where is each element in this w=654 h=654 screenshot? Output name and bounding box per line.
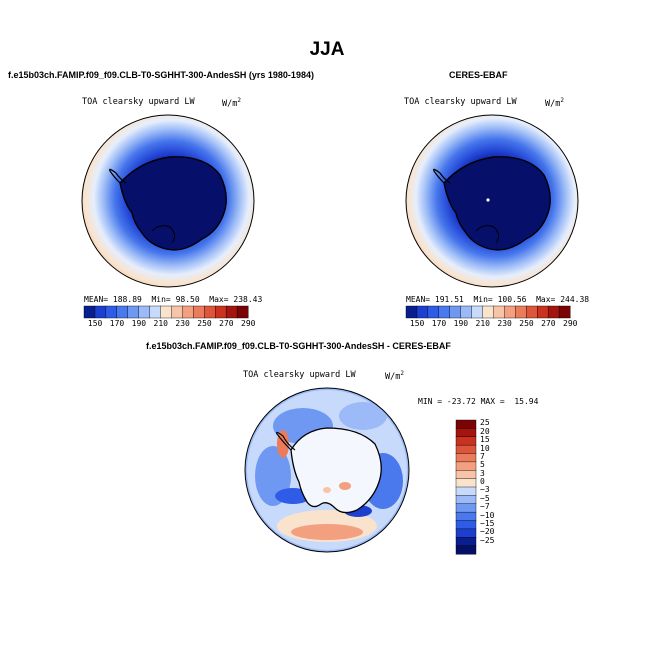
obs-colorbar-cell bbox=[438, 305, 451, 319]
page-title: JJA bbox=[309, 39, 345, 60]
diff-colorbar-cell bbox=[455, 453, 477, 463]
model-colorbar-cell bbox=[171, 305, 183, 319]
diff-colorbar-cell bbox=[455, 511, 477, 522]
diff-colorbar-tick-label: 7 bbox=[480, 451, 485, 461]
diff-colorbar-tick-label: 10 bbox=[480, 443, 490, 453]
diff-colorbar-cell bbox=[455, 461, 477, 471]
obs-colorbar-tick-label: 210 bbox=[475, 319, 490, 328]
obs-colorbar-tick-label: 150 bbox=[409, 319, 425, 328]
model-colorbar-cell bbox=[116, 305, 129, 319]
diff-colorbar-cell bbox=[455, 470, 477, 480]
obs-colorbar-tick-label: 230 bbox=[497, 319, 512, 328]
model-colorbar-cell bbox=[236, 305, 249, 319]
diff-colorbar-cell bbox=[455, 436, 477, 446]
diff-colorbar-cell bbox=[455, 444, 477, 455]
diff-colorbar-cell bbox=[455, 528, 477, 538]
diff-colorbar-cell bbox=[455, 545, 477, 555]
obs-stats: MEAN= 191.51 Min= 100.56 Max= 244.38 bbox=[406, 295, 590, 304]
obs-units-label: W/m2 bbox=[545, 97, 564, 109]
model-colorbar-cell bbox=[94, 305, 107, 319]
model-colorbar-tick-label: 210 bbox=[153, 319, 168, 328]
diff-variable-label: TOA clearsky upward LW bbox=[243, 370, 356, 380]
model-colorbar-cell bbox=[182, 305, 194, 319]
model-colorbar-tick-label: 170 bbox=[109, 319, 125, 328]
obs-colorbar-cell bbox=[558, 305, 571, 319]
model-panel-title: f.e15b03ch.FAMIP.f09_f09.CLB-T0-SGHHT-30… bbox=[8, 70, 314, 80]
model-colorbar-cell bbox=[105, 305, 118, 319]
obs-colorbar-cell bbox=[504, 305, 516, 319]
model-colorbar-tick-label: 290 bbox=[241, 319, 256, 328]
model-polar-map bbox=[81, 114, 255, 288]
diff-colorbar-tick-label: −5 bbox=[480, 493, 490, 503]
obs-colorbar-cell bbox=[460, 305, 473, 319]
model-colorbar-cell bbox=[204, 305, 216, 319]
diff-colorbar-cell bbox=[455, 520, 477, 530]
obs-colorbar-cell bbox=[536, 305, 549, 319]
obs-colorbar-tick-label: 250 bbox=[519, 319, 534, 328]
obs-colorbar-cell bbox=[493, 305, 505, 319]
diff-colorbar-cell bbox=[455, 428, 477, 438]
model-colorbar-ticks: 150 170 190 210 230 250 270 290 bbox=[84, 319, 256, 331]
model-colorbar-tick-label: 190 bbox=[131, 319, 147, 328]
model-stats: MEAN= 188.89 Min= 98.50 Max= 238.43 bbox=[84, 295, 263, 304]
diff-colorbar bbox=[455, 419, 477, 555]
diff-colorbar-tick-label: −10 bbox=[480, 510, 495, 520]
obs-colorbar-tick-label: 290 bbox=[563, 319, 578, 328]
diff-panel-title: f.e15b03ch.FAMIP.f09_f09.CLB-T0-SGHHT-30… bbox=[146, 341, 451, 351]
obs-polar-map bbox=[405, 114, 579, 288]
obs-colorbar-cell bbox=[405, 305, 418, 319]
diff-colorbar-cell bbox=[455, 419, 477, 429]
model-colorbar-cell bbox=[193, 305, 205, 319]
model-colorbar-cell bbox=[138, 305, 151, 319]
diff-colorbar-cell bbox=[455, 495, 477, 505]
diff-colorbar-tick-label: −25 bbox=[480, 535, 495, 545]
obs-colorbar-tick-label: 270 bbox=[541, 319, 556, 328]
obs-panel-title: CERES-EBAF bbox=[449, 70, 508, 80]
model-colorbar-tick-label: 270 bbox=[219, 319, 234, 328]
diff-colorbar-tick-label: −7 bbox=[480, 502, 490, 512]
diff-minmax: MIN = -23.72 MAX = 15.94 bbox=[418, 397, 539, 406]
obs-colorbar-cell bbox=[449, 305, 462, 319]
diff-colorbar-cell bbox=[455, 478, 477, 488]
diff-colorbar-tick-label: 3 bbox=[480, 468, 485, 478]
diff-colorbar-cell bbox=[455, 537, 477, 547]
model-colorbar-cell bbox=[160, 305, 172, 319]
diff-units-label: W/m2 bbox=[385, 370, 404, 382]
model-colorbar-cell bbox=[214, 305, 227, 319]
diff-colorbar-tick-label: −3 bbox=[480, 485, 490, 495]
diff-colorbar-tick-label: −20 bbox=[480, 527, 495, 537]
diff-colorbar-tick-label: 15 bbox=[480, 435, 490, 445]
obs-colorbar bbox=[405, 305, 571, 319]
diff-colorbar-tick-label: 25 bbox=[480, 418, 490, 428]
obs-colorbar-cell bbox=[515, 305, 527, 319]
obs-variable-label: TOA clearsky upward LW bbox=[404, 97, 517, 107]
obs-colorbar-ticks: 150 170 190 210 230 250 270 290 bbox=[406, 319, 578, 331]
model-colorbar-tick-label: 150 bbox=[87, 319, 103, 328]
model-colorbar-cell bbox=[127, 305, 140, 319]
obs-colorbar-cell bbox=[482, 305, 494, 319]
obs-colorbar-cell bbox=[526, 305, 538, 319]
obs-colorbar-cell bbox=[427, 305, 440, 319]
diff-colorbar-tick-label: 20 bbox=[480, 426, 490, 436]
model-colorbar-cell bbox=[83, 305, 96, 319]
model-colorbar-cell bbox=[225, 305, 238, 319]
model-units-label: W/m2 bbox=[222, 97, 241, 109]
model-colorbar-tick-label: 250 bbox=[197, 319, 212, 328]
diff-colorbar-tick-label: −15 bbox=[480, 518, 495, 528]
obs-colorbar-tick-label: 170 bbox=[431, 319, 447, 328]
obs-colorbar-cell bbox=[416, 305, 429, 319]
model-colorbar bbox=[83, 305, 249, 319]
diff-colorbar-cell bbox=[455, 503, 477, 513]
model-colorbar-tick-label: 230 bbox=[175, 319, 190, 328]
obs-colorbar-cell bbox=[547, 305, 560, 319]
model-variable-label: TOA clearsky upward LW bbox=[82, 97, 195, 107]
model-colorbar-cell bbox=[149, 305, 162, 319]
diff-colorbar-tick-label: 5 bbox=[480, 460, 485, 470]
obs-colorbar-cell bbox=[471, 305, 484, 319]
diff-colorbar-ticks: 25 20 15 10 7 5 3 0 −3 −5 −7 −10 −15 −20 −25 bbox=[480, 418, 520, 554]
diff-colorbar-tick-label: 0 bbox=[480, 477, 485, 486]
diff-colorbar-cell bbox=[455, 486, 477, 496]
obs-colorbar-tick-label: 190 bbox=[453, 319, 469, 328]
diff-polar-map bbox=[244, 387, 410, 553]
